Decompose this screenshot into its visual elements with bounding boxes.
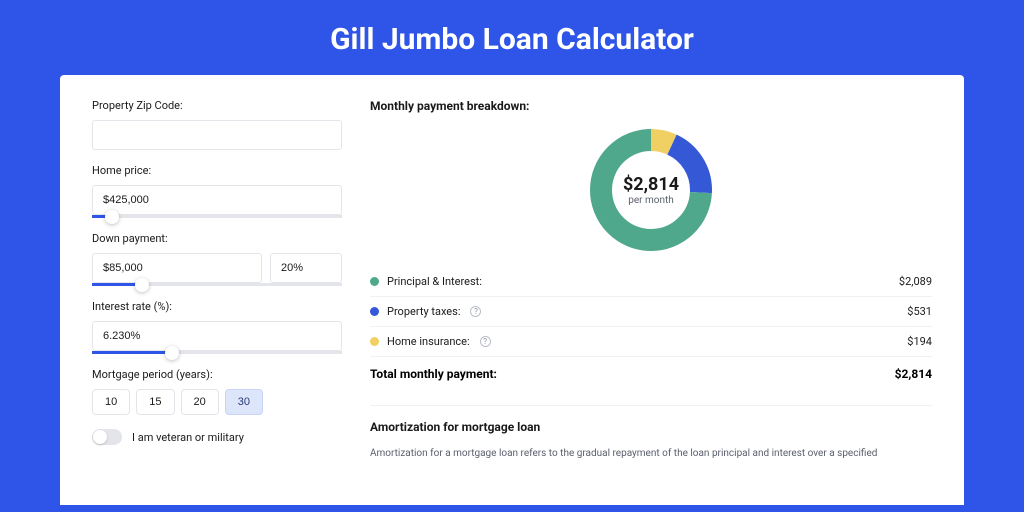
breakdown-panel: Monthly payment breakdown: $2,814 per mo… bbox=[370, 99, 932, 505]
form-panel: Property Zip Code: Home price: Down paym… bbox=[92, 99, 342, 505]
home-price-slider[interactable] bbox=[92, 215, 342, 218]
veteran-toggle[interactable] bbox=[92, 429, 122, 445]
home-price-field: Home price: bbox=[92, 164, 342, 218]
down-payment-amount-input[interactable] bbox=[92, 253, 262, 283]
period-field: Mortgage period (years): 1015 2030 bbox=[92, 368, 342, 415]
slider-thumb[interactable] bbox=[135, 278, 149, 292]
breakdown-value: $194 bbox=[907, 335, 932, 348]
veteran-toggle-label: I am veteran or military bbox=[132, 431, 244, 444]
zip-input[interactable] bbox=[92, 120, 342, 150]
info-icon[interactable]: ? bbox=[470, 306, 481, 317]
donut-chart-wrap: $2,814 per month bbox=[370, 125, 932, 255]
home-price-label: Home price: bbox=[92, 164, 342, 177]
interest-rate-input[interactable] bbox=[92, 321, 342, 351]
period-button-15[interactable]: 15 bbox=[136, 389, 174, 415]
breakdown-value: $2,089 bbox=[899, 275, 932, 288]
toggle-knob bbox=[93, 430, 107, 444]
donut-chart: $2,814 per month bbox=[586, 125, 716, 255]
zip-field: Property Zip Code: bbox=[92, 99, 342, 150]
slider-thumb[interactable] bbox=[105, 210, 119, 224]
breakdown-value: $531 bbox=[907, 305, 932, 318]
amortization-title: Amortization for mortgage loan bbox=[370, 420, 932, 434]
donut-center: $2,814 per month bbox=[586, 125, 716, 255]
interest-rate-slider[interactable] bbox=[92, 351, 342, 354]
legend-dot bbox=[370, 307, 379, 316]
total-label: Total monthly payment: bbox=[370, 367, 497, 381]
breakdown-row: Principal & Interest: $2,089 bbox=[370, 267, 932, 297]
down-payment-label: Down payment: bbox=[92, 232, 342, 245]
donut-sub: per month bbox=[628, 195, 674, 206]
total-row: Total monthly payment: $2,814 bbox=[370, 356, 932, 395]
calculator-card: Property Zip Code: Home price: Down paym… bbox=[60, 75, 964, 505]
donut-amount: $2,814 bbox=[623, 174, 679, 195]
zip-label: Property Zip Code: bbox=[92, 99, 342, 112]
down-payment-field: Down payment: bbox=[92, 232, 342, 286]
amortization-text: Amortization for a mortgage loan refers … bbox=[370, 446, 932, 461]
interest-rate-label: Interest rate (%): bbox=[92, 300, 342, 313]
legend-dot bbox=[370, 277, 379, 286]
down-payment-slider[interactable] bbox=[92, 283, 342, 286]
period-label: Mortgage period (years): bbox=[92, 368, 342, 381]
veteran-toggle-row: I am veteran or military bbox=[92, 429, 342, 445]
period-button-10[interactable]: 10 bbox=[92, 389, 130, 415]
breakdown-title: Monthly payment breakdown: bbox=[370, 99, 932, 113]
period-button-30[interactable]: 30 bbox=[225, 389, 263, 415]
period-buttons: 1015 2030 bbox=[92, 389, 342, 415]
legend-dot bbox=[370, 337, 379, 346]
amortization-block: Amortization for mortgage loan Amortizat… bbox=[370, 405, 932, 461]
slider-thumb[interactable] bbox=[165, 346, 179, 360]
breakdown-label: Principal & Interest: bbox=[387, 275, 482, 288]
breakdown-label: Property taxes: bbox=[387, 305, 460, 318]
breakdown-row: Property taxes:? $531 bbox=[370, 297, 932, 327]
breakdown-label: Home insurance: bbox=[387, 335, 470, 348]
interest-rate-field: Interest rate (%): bbox=[92, 300, 342, 354]
info-icon[interactable]: ? bbox=[480, 336, 491, 347]
breakdown-row: Home insurance:? $194 bbox=[370, 327, 932, 356]
page-title: Gill Jumbo Loan Calculator bbox=[0, 0, 1024, 75]
home-price-input[interactable] bbox=[92, 185, 342, 215]
total-value: $2,814 bbox=[895, 367, 932, 381]
down-payment-percent-input[interactable] bbox=[270, 253, 342, 283]
period-button-20[interactable]: 20 bbox=[181, 389, 219, 415]
